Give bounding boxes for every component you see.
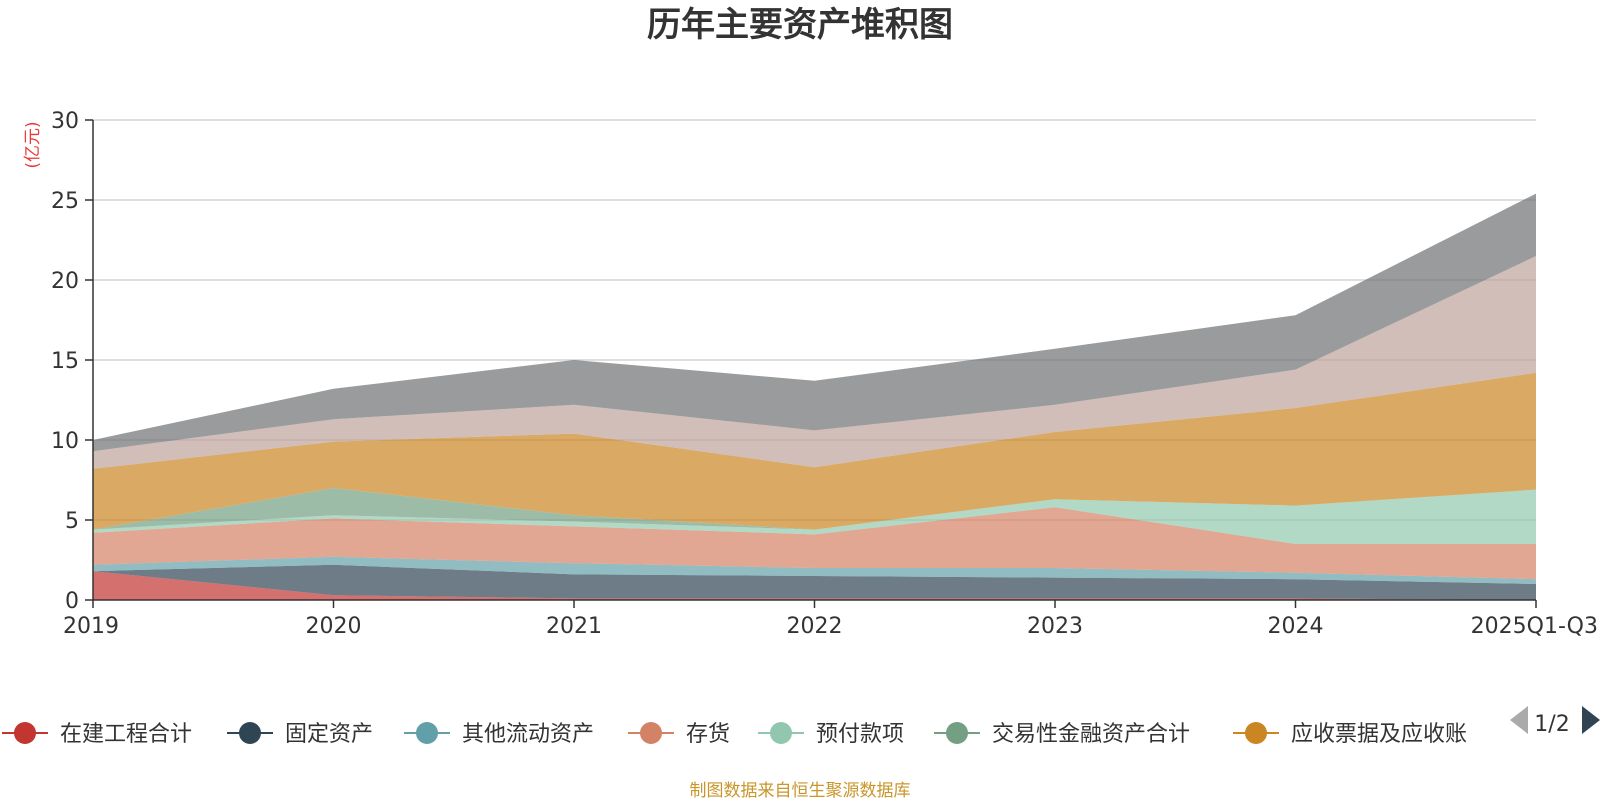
legend-label: 在建工程合计 [60, 722, 192, 747]
legend-marker [1245, 722, 1267, 744]
legend-next-icon[interactable] [1582, 706, 1600, 734]
legend-label: 预付款项 [816, 722, 904, 747]
legend-marker [239, 722, 261, 744]
legend-marker [416, 722, 438, 744]
legend-item[interactable]: 预付款项 [758, 722, 904, 747]
area-series-9 [93, 193, 1536, 452]
area-应收票据及应收账 [93, 372, 1536, 530]
y-tick-label: 30 [51, 109, 79, 134]
y-tick-label: 25 [51, 189, 79, 214]
y-tick-label: 5 [65, 509, 79, 534]
legend-marker [640, 722, 662, 744]
legend-item[interactable]: 固定资产 [227, 722, 373, 747]
y-axis-ticks: 0 5 10 15 20 25 30 [51, 109, 93, 614]
area-在建工程合计 [93, 571, 1536, 600]
area-series [93, 193, 1536, 600]
chart-title: 历年主要资产堆积图 [647, 5, 953, 45]
x-tick-label: 2023 [1027, 614, 1083, 639]
x-tick-label: 2020 [306, 614, 362, 639]
y-axis-unit: (亿元) [23, 121, 43, 168]
legend-marker [946, 722, 968, 744]
legend-label: 交易性金融资产合计 [992, 722, 1190, 747]
area-其他流动资产 [93, 556, 1536, 584]
legend-item[interactable]: 应收票据及应收账 [1233, 722, 1467, 747]
area-交易性金融资产合计 [93, 488, 1536, 530]
x-tick-label: 2019 [63, 614, 119, 639]
area-存货 [93, 507, 1536, 580]
legend-marker [14, 722, 36, 744]
y-tick-label: 0 [65, 589, 79, 614]
legend[interactable]: 在建工程合计 固定资产 其他流动资产 存货 预付款项 交易性金融资产合计 应收票据及应收账 [2, 722, 1467, 747]
legend-item[interactable]: 存货 [628, 722, 730, 747]
data-source: 制图数据来自恒生聚源数据库 [690, 781, 911, 800]
legend-label: 固定资产 [285, 722, 373, 747]
legend-pager[interactable]: 1/2 [1510, 706, 1600, 737]
legend-prev-icon[interactable] [1510, 706, 1528, 734]
legend-item[interactable]: 在建工程合计 [2, 722, 192, 747]
x-tick-label: 2024 [1268, 614, 1324, 639]
x-tick-label: 2021 [546, 614, 602, 639]
x-axis-ticks: 2019 2020 2021 2022 2023 2024 2025Q1-Q3 [63, 600, 1598, 639]
legend-page-indicator: 1/2 [1534, 712, 1569, 737]
legend-label: 存货 [686, 722, 730, 747]
y-tick-label: 10 [51, 429, 79, 454]
legend-item[interactable]: 交易性金融资产合计 [934, 722, 1190, 747]
y-tick-label: 15 [51, 349, 79, 374]
area-固定资产 [93, 564, 1536, 600]
legend-item[interactable]: 其他流动资产 [404, 722, 594, 747]
x-tick-label: 2025Q1-Q3 [1471, 614, 1598, 639]
legend-marker [770, 722, 792, 744]
legend-label: 其他流动资产 [462, 722, 594, 747]
legend-label: 应收票据及应收账 [1291, 722, 1467, 747]
area-预付款项 [93, 489, 1536, 544]
x-tick-label: 2022 [787, 614, 843, 639]
area-series-8 [93, 256, 1536, 469]
y-tick-label: 20 [51, 269, 79, 294]
